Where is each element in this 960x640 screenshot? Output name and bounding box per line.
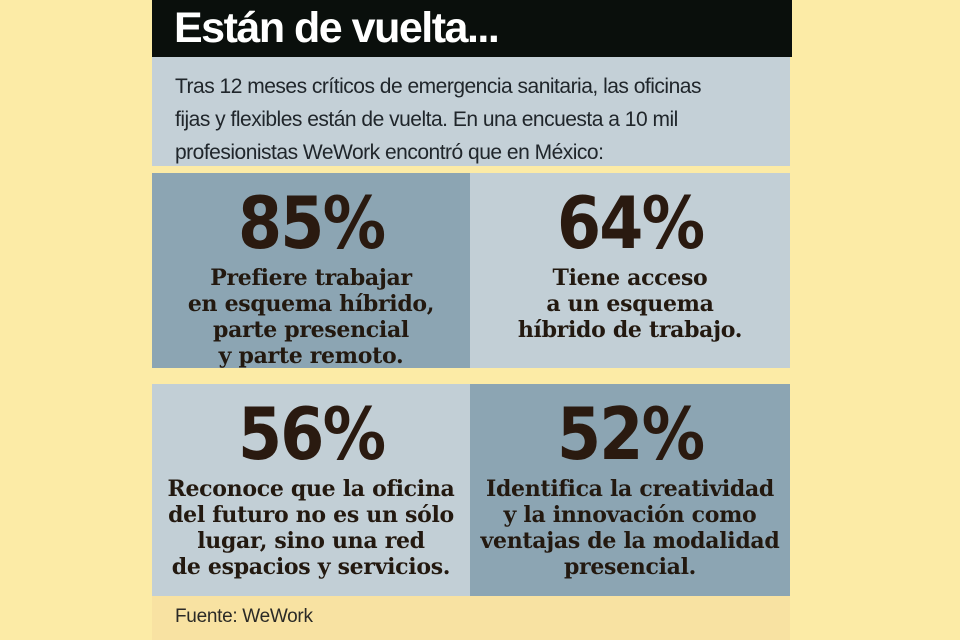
stat-card-52: 52% Identifica la creatividad y la innova…	[470, 384, 790, 596]
stat-card-56: 56% Reconoce que la oficina del futuro no…	[152, 384, 470, 596]
stat-value-85: 85%	[237, 181, 386, 265]
stat-value-64: 64%	[556, 181, 705, 265]
stat-label-85: Prefiere trabajar en esquema híbrido, part…	[187, 265, 435, 369]
stat-label-52: Identifica la creatividad y la innovación…	[480, 476, 780, 580]
stat-value-56: 56%	[237, 392, 386, 476]
stat-value-52: 52%	[556, 392, 705, 476]
intro-text: Tras 12 meses críticos de emergencia san…	[175, 75, 701, 164]
page-title: Están de vuelta...	[174, 4, 500, 52]
stat-card-85: 85% Prefiere trabajar en esquema híbrido,…	[152, 173, 470, 369]
footer-band: Fuente: WeWork	[152, 596, 790, 640]
header-bar: Están de vuelta...	[152, 0, 792, 57]
stat-label-64: Tiene acceso a un esquema híbrido de traba…	[517, 265, 743, 343]
stat-card-64: 64% Tiene acceso a un esquema híbrido de t…	[470, 173, 790, 368]
source-text: Fuente: WeWork	[175, 606, 313, 627]
infographic-content: Están de vuelta... Tras 12 meses crítico…	[152, 0, 792, 640]
intro-panel: Tras 12 meses críticos de emergencia san…	[152, 57, 790, 166]
stat-label-56: Reconoce que la oficina del futuro no es …	[167, 476, 455, 580]
